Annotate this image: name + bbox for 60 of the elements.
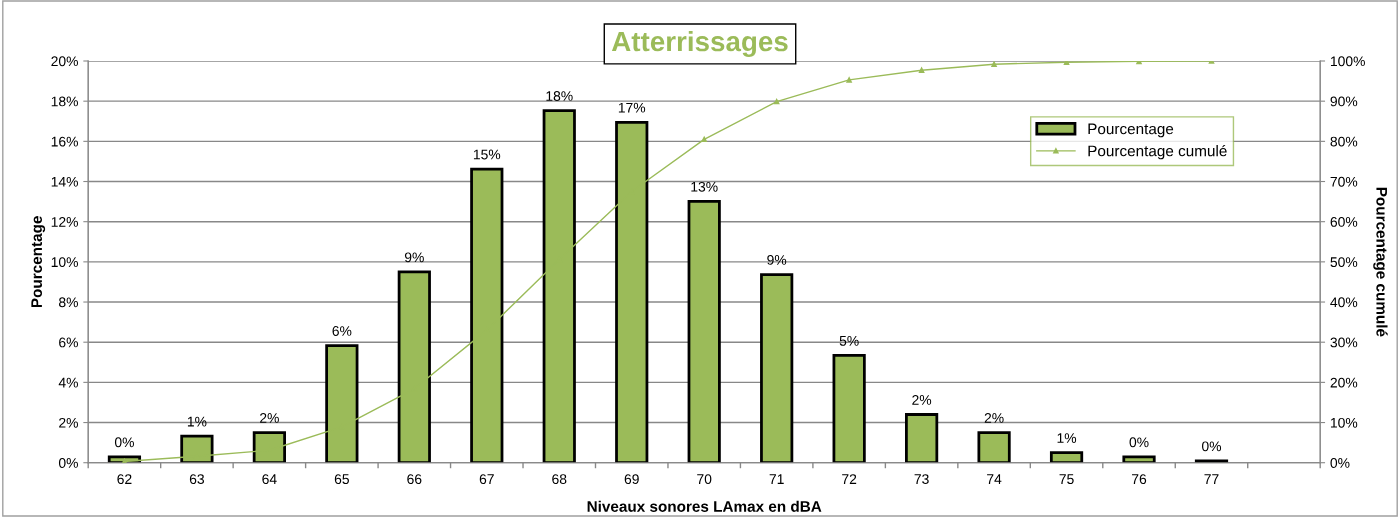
data-label: 13%: [691, 181, 718, 192]
data-label: 2%: [912, 394, 932, 405]
x-tick-label: 69: [624, 474, 639, 485]
data-label: 2%: [984, 413, 1004, 423]
y-tick-label: 8%: [59, 297, 78, 308]
data-label: 1%: [1057, 433, 1077, 443]
y2-tick-label: 40%: [1330, 297, 1358, 308]
y-axis-title: Pourcentage: [31, 216, 46, 308]
y2-tick-label: 100%: [1330, 56, 1365, 67]
y2-tick-label: 90%: [1330, 96, 1358, 107]
x-tick-label: 76: [1132, 474, 1147, 485]
x-tick-label: 73: [914, 474, 929, 485]
data-label: 15%: [473, 149, 501, 160]
y2-tick-label: 10%: [1330, 417, 1358, 428]
x-tick-label: 66: [407, 474, 422, 485]
x-tick-label: 63: [189, 474, 205, 485]
y-tick-label: 0%: [58, 458, 78, 468]
y2-tick-label: 20%: [1330, 377, 1358, 388]
y-tick-label: 18%: [51, 96, 78, 107]
legend-label: Pourcentage: [1088, 123, 1174, 138]
legend-label: Pourcentage cumulé: [1088, 144, 1227, 160]
y2-axis-title: Pourcentage cumulé: [1373, 187, 1388, 337]
y2-tick-label: 80%: [1330, 136, 1358, 147]
y-tick-label: 10%: [51, 257, 78, 268]
data-label: 6%: [332, 326, 352, 336]
y-tick-label: 16%: [51, 136, 78, 147]
x-tick-label: 70: [697, 474, 712, 485]
x-tick-label: 65: [334, 474, 349, 485]
y2-tick-label: 70%: [1330, 176, 1358, 187]
x-tick-label: 68: [552, 474, 567, 485]
y-tick-label: 12%: [51, 217, 78, 227]
data-label: 9%: [404, 252, 424, 263]
data-label: 17%: [618, 102, 646, 113]
data-label: 1%: [187, 416, 207, 427]
y2-tick-label: 0%: [1330, 458, 1350, 468]
chart-title: Atterrissages: [611, 30, 788, 57]
data-label: 0%: [114, 437, 134, 448]
data-label: 5%: [839, 335, 859, 346]
y2-tick-label: 60%: [1330, 217, 1358, 227]
y2-tick-label: 50%: [1330, 257, 1358, 268]
data-label: 18%: [546, 91, 573, 101]
y-tick-label: 14%: [51, 176, 78, 187]
data-label: 9%: [767, 254, 787, 265]
x-tick-label: 75: [1059, 474, 1074, 485]
x-tick-label: 72: [842, 474, 857, 484]
x-axis-title: Niveaux sonores LAmax en dBA: [587, 500, 822, 512]
y-tick-label: 6%: [59, 337, 78, 348]
y-tick-label: 4%: [58, 377, 78, 388]
x-tick-label: 64: [262, 474, 277, 485]
data-label: 0%: [1129, 437, 1149, 448]
data-label: 2%: [260, 413, 279, 423]
x-tick-label: 77: [1204, 474, 1219, 484]
y2-tick-label: 30%: [1330, 337, 1358, 348]
data-label: 0%: [1202, 441, 1222, 452]
x-tick-label: 71: [769, 474, 784, 484]
y-tick-label: 2%: [59, 417, 78, 428]
x-tick-label: 62: [117, 474, 132, 485]
y-tick-label: 20%: [51, 56, 78, 67]
x-tick-label: 67: [479, 474, 494, 485]
x-tick-label: 74: [987, 474, 1002, 484]
